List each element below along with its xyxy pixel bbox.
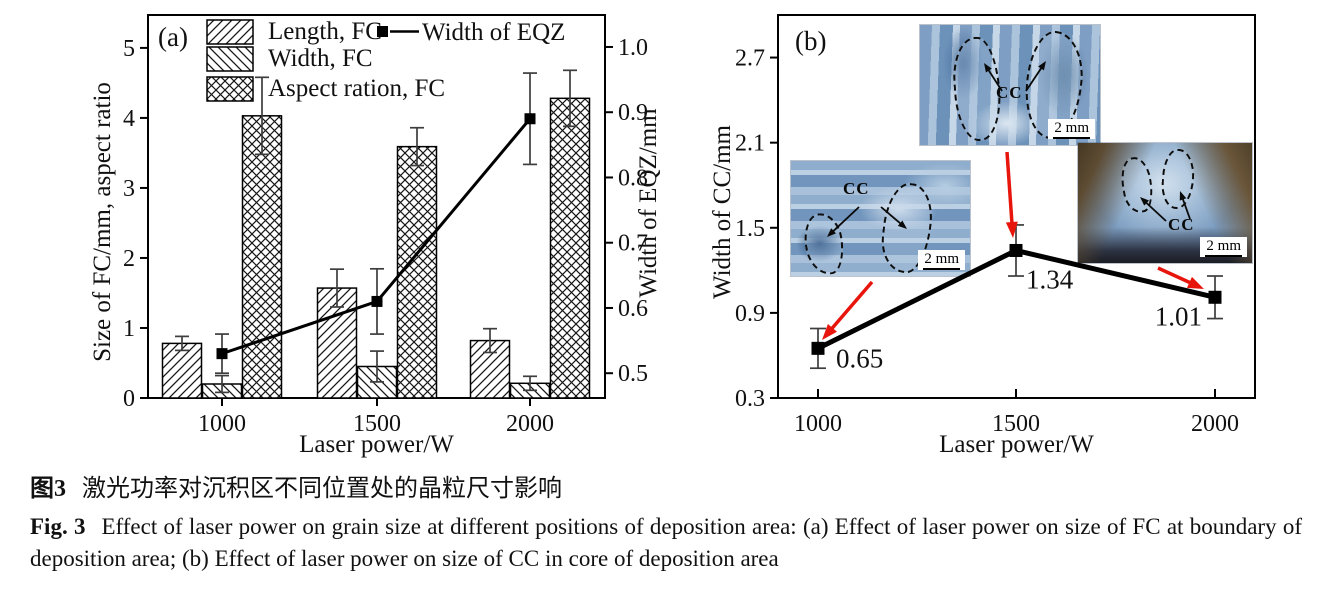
data-point-label: 1.34	[1026, 264, 1074, 294]
y-left-tick-label: 4	[123, 106, 135, 132]
cc-pointer-arrows	[984, 61, 1046, 92]
caption-chinese: 图3 激光功率对沉积区不同位置处的晶粒尺寸影响	[30, 474, 1302, 504]
charts-svg: 0 1 2 3 4 5 0.5 0.6 0.7 0.8 0.9 1.0 1000 1500 2000 Lase…	[89, 14, 1256, 458]
y-right-tick-label: 0.8	[618, 165, 648, 191]
y-tick-label-b: 1.5	[735, 216, 765, 242]
cc-marker	[1009, 243, 1023, 257]
y-right-tick-label: 0.9	[618, 100, 648, 126]
bar-diag-up	[161, 342, 203, 399]
y-tick-label-b: 0.9	[735, 301, 765, 327]
legend-label-eqz: Width of EQZ	[422, 19, 565, 46]
x-tick-label-b: 1500	[992, 411, 1040, 437]
y-tick-label-b: 2.1	[735, 131, 765, 157]
caption-zh-label: 图3	[30, 476, 66, 502]
caption-english: Fig. 3 Effect of laser power on grain siz…	[30, 511, 1302, 575]
legend-label: Aspect ration, FC	[268, 75, 445, 102]
x-tick-label: 2000	[506, 411, 554, 437]
y-axis-title-a-right: Width of EQZ/mm	[635, 108, 662, 298]
cc-label: CC	[996, 83, 1023, 102]
cc-label: CC	[1168, 215, 1195, 234]
cc-arrow	[1144, 200, 1167, 222]
charts-area: CC 2 mm CC 2 mm CC 2 mm	[89, 14, 1256, 458]
x-tick-label-b: 2000	[1191, 411, 1239, 437]
cc-arrow-head	[1038, 61, 1046, 71]
bar-cross	[549, 97, 591, 399]
x-tick-label-b: 1000	[794, 411, 842, 437]
annotation-arrow	[1005, 151, 1014, 227]
x-tick-label: 1000	[198, 411, 246, 437]
caption-en-label: Fig. 3	[30, 514, 86, 539]
annotation-arrow	[827, 280, 874, 333]
cc-marker	[811, 341, 825, 355]
inset-micrograph-2000w: CC 2 mm	[1078, 143, 1252, 263]
x-tick-label: 1500	[353, 411, 401, 437]
figure-caption: 图3 激光功率对沉积区不同位置处的晶粒尺寸影响 Fig. 3 Effect of l…	[30, 474, 1302, 575]
y-right-tick-label: 0.7	[618, 231, 648, 257]
data-point-label: 1.01	[1155, 301, 1202, 331]
legend-label: Width, FC	[268, 45, 373, 72]
legend-eqz-marker	[377, 26, 388, 37]
legend-swatch	[206, 76, 254, 102]
cc-label: CC	[843, 179, 870, 198]
annotation-arrow-head	[1005, 221, 1018, 238]
y-axis-title-a-left: Size of FC/mm, aspect ratio	[89, 82, 116, 362]
y-tick-label-b: 2.7	[735, 46, 765, 72]
annotation-arrow-head	[822, 323, 837, 340]
scale-bar: 2 mm	[1200, 237, 1247, 257]
inset-micrograph-1000w: CC 2 mm	[791, 161, 970, 276]
cc-arrow-head	[827, 228, 836, 237]
y-right-tick-label: 0.6	[618, 296, 648, 322]
eqz-marker	[216, 348, 228, 360]
eqz-marker	[371, 295, 383, 307]
inset-micrograph-1500w: CC 2 mm	[920, 25, 1100, 145]
bar-cross	[396, 145, 438, 399]
cc-arrow-head	[984, 63, 992, 73]
scale-bar: 2 mm	[918, 250, 965, 270]
cc-pointer-arrows	[827, 206, 907, 237]
y-axis-title-b: Width of CC/mm	[709, 124, 736, 299]
cc-pointer-arrows	[1140, 191, 1191, 222]
y-left-tick-label: 5	[123, 36, 135, 62]
legend-swatch	[206, 46, 254, 72]
cc-arrow	[1025, 65, 1044, 92]
y-left-tick-label: 1	[123, 316, 135, 342]
cc-arrow-head	[1179, 191, 1187, 201]
cc-arrow	[880, 206, 903, 226]
y-left-tick-label: 0	[123, 386, 135, 412]
caption-en-text: Effect of laser power on grain size at d…	[30, 514, 1302, 571]
cc-arrow-head	[1140, 197, 1149, 206]
y-right-tick-label: 0.5	[618, 361, 648, 387]
cc-arrow	[830, 206, 860, 234]
y-left-tick-label: 2	[123, 246, 135, 272]
cc-arrow	[1181, 196, 1191, 220]
legend-swatch	[206, 19, 254, 45]
cc-arrow	[986, 67, 1003, 92]
panel-b-label: (b)	[795, 26, 826, 56]
bar-cross	[241, 115, 283, 399]
eqz-marker	[524, 113, 536, 125]
data-point-label: 0.65	[836, 343, 883, 373]
panel-a-label: (a)	[158, 22, 188, 52]
cc-arrow-head	[897, 220, 907, 229]
x-axis-title-b: Laser power/W	[939, 431, 1094, 458]
y-right-tick-label: 1.0	[618, 35, 648, 61]
x-axis-title-a: Laser power/W	[299, 431, 454, 458]
annotation-arrow	[1157, 266, 1195, 286]
cc-marker	[1208, 290, 1222, 304]
caption-zh-text: 激光功率对沉积区不同位置处的晶粒尺寸影响	[82, 476, 562, 502]
panel-b-frame	[777, 14, 1256, 399]
y-left-tick-label: 3	[123, 176, 135, 202]
scale-bar: 2 mm	[1048, 119, 1095, 139]
legend-label: Length, FC	[268, 18, 382, 45]
y-tick-label-b: 0.3	[735, 386, 765, 412]
annotation-arrow-head	[1186, 276, 1204, 289]
